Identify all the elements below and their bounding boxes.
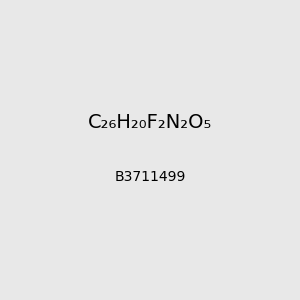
Text: B3711499: B3711499 (114, 170, 186, 184)
Text: C₂₆H₂₀F₂N₂O₅: C₂₆H₂₀F₂N₂O₅ (88, 113, 212, 133)
